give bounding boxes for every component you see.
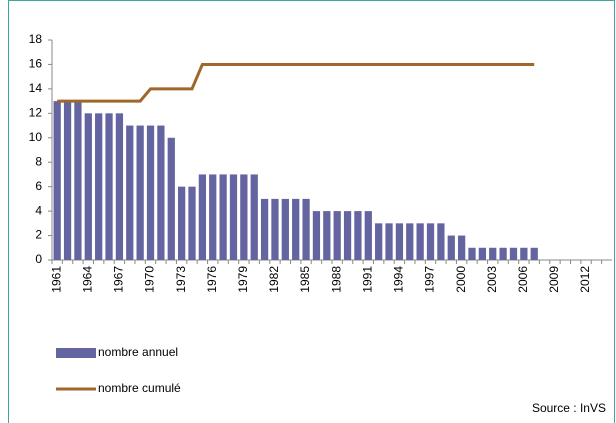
x-tick-label: 1961 bbox=[49, 266, 63, 293]
bar bbox=[260, 198, 269, 260]
x-tick-label: 1994 bbox=[392, 266, 406, 293]
bar bbox=[188, 186, 196, 260]
x-tick-label: 1964 bbox=[80, 266, 94, 293]
x-tick-label: 1976 bbox=[205, 266, 219, 293]
source: Source : InVS bbox=[532, 401, 606, 415]
bar bbox=[323, 211, 331, 260]
y-tick-label: 16 bbox=[29, 57, 43, 71]
x-tick-label: 1988 bbox=[329, 266, 343, 293]
x-tick-label: 1997 bbox=[423, 266, 437, 293]
bar bbox=[302, 198, 310, 260]
x-tick-label: 1970 bbox=[143, 266, 157, 293]
x-tick-label: 2012 bbox=[578, 266, 592, 293]
x-tick-label: 1991 bbox=[360, 266, 374, 293]
bar bbox=[458, 235, 466, 260]
bar bbox=[406, 223, 414, 260]
y-tick-label: 14 bbox=[29, 81, 43, 95]
bar bbox=[489, 247, 497, 260]
bar bbox=[375, 223, 383, 260]
bar bbox=[437, 223, 445, 260]
bar bbox=[509, 247, 518, 260]
x-tick-label: 1982 bbox=[267, 266, 281, 293]
bar bbox=[281, 198, 289, 260]
bar bbox=[312, 211, 321, 260]
bar bbox=[416, 223, 424, 260]
bar bbox=[364, 211, 372, 260]
bar bbox=[115, 113, 124, 260]
legend-swatch bbox=[56, 348, 96, 358]
bar bbox=[136, 125, 144, 260]
x-tick-label: 2009 bbox=[547, 266, 561, 293]
bar bbox=[240, 174, 248, 260]
bar bbox=[385, 223, 393, 260]
bar bbox=[53, 101, 61, 260]
bar bbox=[530, 247, 538, 260]
bar bbox=[250, 174, 258, 260]
legend-label: nombre annuel bbox=[98, 345, 178, 359]
x-tick-label: 2006 bbox=[516, 266, 530, 293]
frame bbox=[8, 0, 615, 423]
bar bbox=[354, 211, 362, 260]
bar bbox=[520, 247, 528, 260]
line bbox=[57, 62, 535, 103]
bar bbox=[178, 186, 186, 260]
y-tick-label: 10 bbox=[29, 130, 43, 144]
bar bbox=[74, 101, 82, 260]
bar bbox=[447, 235, 455, 260]
x-tick-label: 1967 bbox=[112, 266, 126, 293]
bar bbox=[63, 101, 72, 260]
bar bbox=[292, 198, 300, 260]
y-tick-label: 12 bbox=[29, 106, 43, 120]
bar bbox=[229, 174, 238, 260]
x-tick-label: 1979 bbox=[236, 266, 250, 293]
bar bbox=[84, 113, 92, 260]
bar bbox=[167, 137, 175, 260]
bar bbox=[333, 211, 341, 260]
bar bbox=[468, 247, 476, 260]
x-tick-label: 2000 bbox=[454, 266, 468, 293]
bar bbox=[209, 174, 217, 260]
bar bbox=[219, 174, 227, 260]
x-tick-label: 1985 bbox=[298, 266, 312, 293]
y-tick-label: 0 bbox=[35, 252, 42, 266]
x-tick-label: 2003 bbox=[485, 266, 499, 293]
bar bbox=[95, 113, 103, 260]
bar bbox=[146, 125, 155, 260]
y-tick-label: 4 bbox=[35, 203, 42, 217]
bar bbox=[478, 247, 486, 260]
bar bbox=[395, 223, 404, 260]
bar bbox=[157, 125, 165, 260]
bar bbox=[198, 174, 206, 260]
bar bbox=[343, 211, 352, 260]
y-tick-label: 2 bbox=[35, 228, 42, 242]
x-tick-label: 1973 bbox=[174, 266, 188, 293]
y-tick-label: 8 bbox=[35, 154, 42, 168]
y-tick-label: 18 bbox=[29, 32, 43, 46]
bar bbox=[499, 247, 507, 260]
bar bbox=[126, 125, 134, 260]
y-tick-label: 6 bbox=[35, 179, 42, 193]
bar bbox=[105, 113, 113, 260]
legend-label: nombre cumulé bbox=[98, 381, 181, 395]
bar bbox=[271, 198, 279, 260]
bar bbox=[426, 223, 435, 260]
